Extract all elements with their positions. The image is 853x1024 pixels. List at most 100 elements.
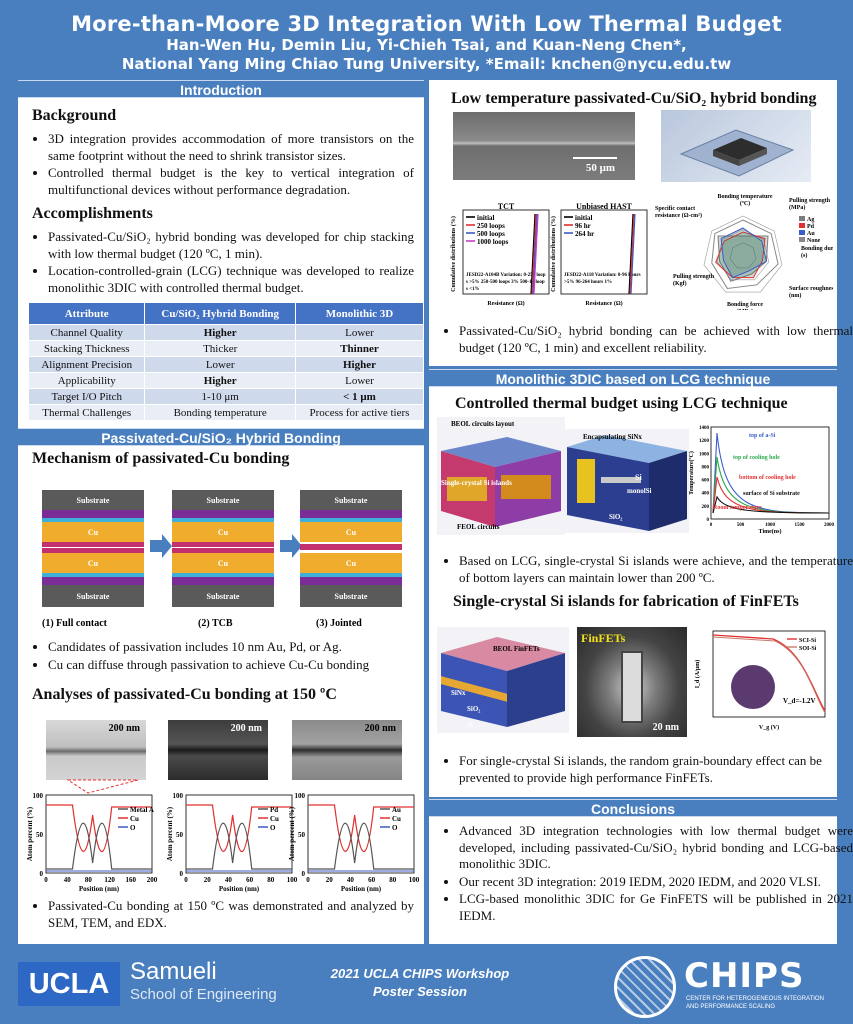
poster-header: More-than-Moore 3D Integration With Low … (0, 0, 853, 78)
background-list: 3D integration provides accommodation of… (48, 131, 414, 198)
radar-grid (729, 242, 757, 269)
legend-label: SOI-Si (799, 646, 817, 652)
y-tick-label: 1400 (699, 426, 710, 431)
label-sio2: SiO₂ (609, 513, 623, 521)
x-axis-label: Resistance (Ω) (487, 300, 524, 307)
lcg-cross-svg (567, 435, 687, 531)
x-tick-label: 1000 (765, 523, 776, 528)
x-tick-label: 80 (85, 876, 93, 884)
lcg-structure-diagram: BEOL circuits layout Single-crystal Si i… (437, 417, 565, 535)
label-beol: BEOL circuits layout (451, 420, 515, 428)
cu-label: Cu (218, 559, 229, 568)
sem-image: 50 μm (453, 112, 635, 180)
mechanism-list: Candidates of passivation includes 10 nm… (48, 639, 418, 674)
table-cell: Lower (294, 324, 425, 341)
substrate-layer (172, 585, 274, 607)
cu-label: Cu (346, 528, 357, 537)
list-item: Cu can diffuse through passivation to ac… (48, 657, 418, 674)
series-label: bottom of cooling hole (739, 475, 796, 481)
label-feol: FEOL circuits (457, 523, 500, 531)
legend-label: Au (807, 231, 815, 237)
x-tick-label: 20 (326, 876, 334, 884)
analyses-heading: Analyses of passivated-Cu bonding at 150… (32, 686, 337, 703)
x-tick-label: 500 (737, 523, 745, 528)
chart-note: JESD22-A118 Variation: 0-96 hours (564, 273, 641, 278)
y-tick-label: 0 (707, 518, 710, 523)
cu-layer (300, 522, 402, 542)
substrate-label: Substrate (77, 592, 110, 601)
ti-layer (42, 573, 144, 577)
poster-affiliation: National Yang Ming Chiao Tung University… (121, 55, 732, 73)
x-tick-label: 0 (306, 876, 310, 884)
series-metal (186, 822, 292, 870)
series-line (628, 213, 634, 295)
right-column-top: Low temperature passivated-Cu/SiO₂ hybri… (429, 80, 853, 366)
list-item: Controlled thermal budget is the key to … (48, 165, 414, 198)
table-cell: Thinner (294, 340, 425, 357)
tem-image-b: 200 nm (168, 720, 268, 780)
radar-axis-label: (MPa) (737, 308, 753, 310)
legend-label: Au (392, 806, 401, 814)
tem-image-a: 200 nm (46, 720, 146, 780)
chips-globe-icon (614, 956, 676, 1018)
y-tick-label: 400 (702, 492, 710, 497)
sio2-layer (42, 577, 144, 585)
tem-image-c: 200 nm (292, 720, 402, 780)
y-axis-label: Cumulative distributions (%) (550, 216, 557, 292)
label-encap: Encapsulating SiNx (583, 433, 642, 441)
table-cell: Higher (144, 324, 296, 341)
x-tick-label: 60 (368, 876, 376, 884)
introduction-bar: Introduction (18, 80, 424, 98)
comparison-table: Attribute Cu/SiO₂ Hybrid Bonding Monolit… (27, 302, 425, 421)
x-tick-label: 40 (347, 876, 355, 884)
mechanism-heading: Mechanism of passivated-Cu bonding (32, 450, 290, 467)
series-label: Room temperature (713, 505, 762, 511)
list-item: For single-crystal Si islands, the rando… (459, 753, 853, 786)
passivation-layer (300, 544, 402, 550)
cu-label: Cu (346, 559, 357, 568)
background-heading: Background (32, 107, 117, 124)
x-tick-label: 200 (147, 876, 158, 884)
iv-chart: SCI-Si SOI-Si V_d=-1.2V V_g (V) I_d (A/μm) (694, 630, 826, 731)
conclusions-bar: Conclusions (429, 799, 837, 817)
radar-axis-label: (s) (801, 252, 807, 259)
table-cell: Lower (144, 356, 296, 373)
session-label: Poster Session (373, 984, 467, 999)
table-cell: Higher (294, 356, 425, 373)
ucla-logo: UCLA (18, 962, 120, 1006)
list-item: Advanced 3D integration technologies wit… (459, 823, 853, 873)
cu-label: Cu (218, 528, 229, 537)
x-axis-label: Resistance (Ω) (585, 300, 622, 307)
x-axis-label: Position (nm) (79, 885, 120, 893)
label-monol: monolSi (627, 487, 652, 495)
samueli-title: Samueli (130, 958, 217, 985)
finfet-label: FinFETs (581, 631, 626, 645)
x-tick-label: 80 (389, 876, 397, 884)
analyses-list: Passivated-Cu bonding at 150 ºC was demo… (48, 898, 414, 932)
chart-note: s >5% 250-500 loops 3% 500-1k loop (466, 280, 545, 285)
cu-layer (300, 553, 402, 573)
legend-label: None (807, 238, 821, 244)
right-column-middle: Monolithic 3DIC based on LCG technique C… (429, 369, 853, 797)
x-axis-label: V_g (V) (759, 724, 779, 731)
table-cell: Thicker (144, 340, 296, 357)
radar-axis-label: Pulling strength (789, 198, 831, 204)
legend-label: initial (575, 214, 593, 222)
y-tick-label: 1000 (699, 452, 710, 457)
y-tick-label: 100 (295, 792, 306, 800)
finfet-structure-diagram: BEOL FinFETs SiNx SiO₂ Si (437, 627, 569, 733)
series-line (532, 213, 538, 295)
chart-note: JESD22-A104B Variation: 0-250 loop (466, 273, 546, 278)
x-tick-label: 120 (104, 876, 115, 884)
legend-label: O (130, 824, 136, 832)
radar-axis-label: Pulling strength (673, 274, 715, 280)
radar-chart: Bonding temperature(ºC) Pulling strength(… (655, 194, 833, 310)
x-tick-label: 100 (409, 876, 420, 884)
lcg-list-1: Based on LCG, single-crystal Si islands … (459, 553, 853, 587)
vd-label: V_d=-1.2V (783, 697, 816, 705)
y-tick-label: 800 (702, 465, 710, 470)
y-tick-label: 100 (173, 792, 184, 800)
x-tick-label: 40 (225, 876, 233, 884)
passivation-layer (42, 542, 144, 547)
